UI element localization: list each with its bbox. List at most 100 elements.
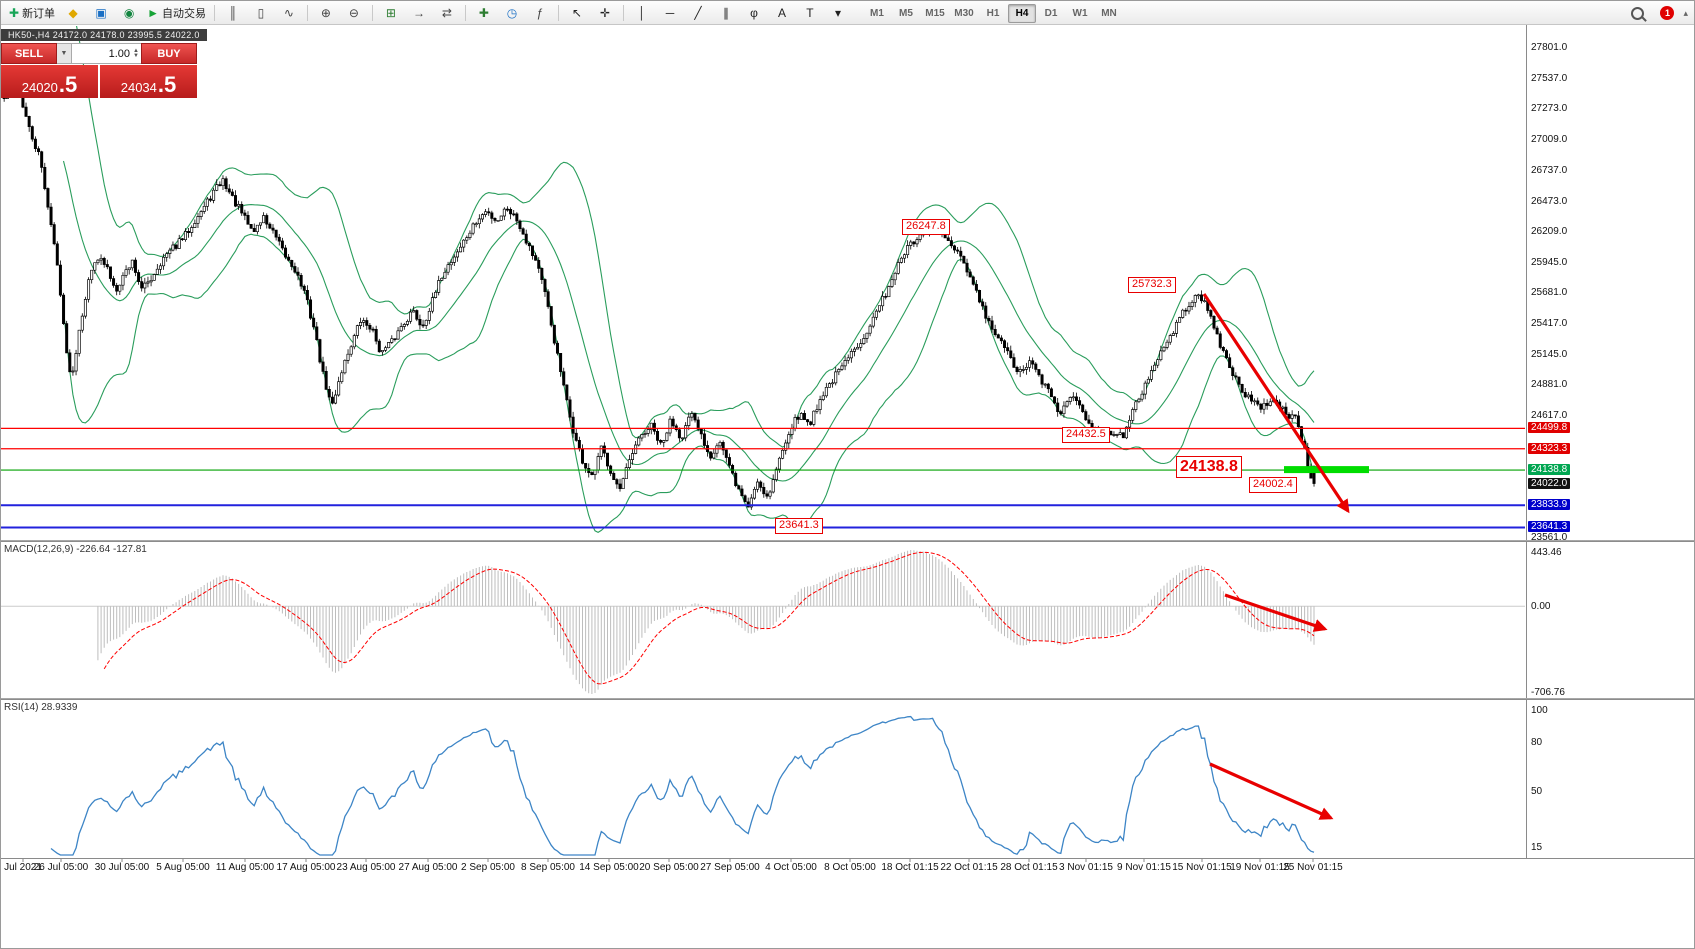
trendline-icon: ╱ [694,5,702,20]
volume-down-button[interactable]: ▼ [133,52,139,59]
cursor-icon: ↖ [571,5,582,20]
price-axis-label: 25945.0 [1531,257,1568,268]
vertical-line-button[interactable]: │ [629,2,655,23]
time-axis-label: 17 Aug 05:00 [276,862,336,873]
order-controls-row: SELL ▼ 1.00 ▲ ▼ BUY [1,43,197,64]
price-axis-label: 80 [1531,737,1543,748]
time-axis-label: 18 Oct 01:15 [881,862,939,873]
price-axis-label: 26737.0 [1531,165,1568,176]
price-axis-label: 26473.0 [1531,196,1568,207]
time-axis-label: 27 Aug 05:00 [398,862,458,873]
data-window-icon: ◉ [123,5,135,20]
horizontal-line-icon: ─ [665,5,675,20]
macd-indicator-values: -226.64 -127.81 [76,544,147,555]
crosshair-button[interactable]: ✛ [592,2,618,23]
market-watch-button[interactable]: ▣ [88,2,114,23]
bid-price-big-digit: .5 [58,72,78,98]
notification-badge[interactable]: 1 [1660,6,1675,20]
order-prices-row: 24020.5 24034.5 [1,65,197,98]
timeframe-h4[interactable]: H4 [1008,4,1036,23]
autotrade-icon: ► [147,5,159,20]
text-button[interactable]: A [769,2,795,23]
bid-price-button[interactable]: 24020.5 [1,65,98,98]
price-flag-label[interactable]: 25732.3 [1128,277,1176,293]
chart-shift-icon: ⇄ [441,5,452,20]
chart-shift-button[interactable]: ⇄ [434,2,460,23]
channel-button[interactable]: ∥ [713,2,739,23]
candle-chart-button[interactable]: ▯ [248,2,274,23]
tile-windows-button[interactable]: ⊞ [378,2,404,23]
vertical-line-icon: │ [638,5,646,20]
time-axis-label: 8 Sep 05:00 [521,862,575,873]
bar-chart-icon: ║ [228,5,238,20]
timeframe-h1[interactable]: H1 [986,8,1000,19]
toolbar-separator [557,4,559,21]
time-axis-label: 23 Aug 05:00 [336,862,396,873]
price-flag-label[interactable]: 23641.3 [775,518,823,534]
indicators-button[interactable]: ƒ [527,2,553,23]
price-flag-label[interactable]: 24138.8 [1176,456,1242,478]
bid-price-main: 24020 [21,79,58,95]
text-icon: A [777,5,786,20]
price-axis-label: 25417.0 [1531,318,1568,329]
zoom-in-button[interactable]: ⊕ [313,2,339,23]
ask-price-button[interactable]: 24034.5 [100,65,197,98]
data-window-button[interactable]: ◉ [116,2,142,23]
periods-button[interactable]: ◷ [499,2,525,23]
time-axis-label: 11 Aug 05:00 [215,862,275,873]
auto-scroll-button[interactable]: → [406,2,432,23]
search-button[interactable] [1624,3,1650,24]
price-flag-label[interactable]: 24002.4 [1249,477,1297,493]
timeframe-m15[interactable]: M15 [925,8,945,19]
zoom-out-button[interactable]: ⊖ [341,2,367,23]
timeframe-m5[interactable]: M5 [899,8,913,19]
indicators-icon: ƒ [536,5,544,20]
autotrade-button[interactable]: ► 自动交易 [144,2,209,23]
timeframe-mn[interactable]: MN [1101,8,1117,19]
bar-chart-button[interactable]: ║ [220,2,246,23]
cursor-button[interactable]: ↖ [564,2,590,23]
buy-button[interactable]: BUY [141,43,197,64]
line-chart-button[interactable]: ∿ [276,2,302,23]
fibonacci-button[interactable]: φ [741,2,767,23]
panel-splitter-macd[interactable] [1,540,1694,542]
toolbar-collapse-icon[interactable]: ▴ [1683,7,1688,18]
search-icon [1630,6,1644,20]
toolbar-right: 1 ▴ [1623,3,1688,23]
volume-input[interactable]: 1.00 ▲ ▼ [72,43,141,64]
time-axis-label: 8 Oct 05:00 [824,862,876,873]
time-axis-label: 3 Nov 01:15 [1059,862,1113,873]
new-order-button[interactable]: ✚ 新订单 [6,2,58,23]
horizontal-line-button[interactable]: ─ [657,2,683,23]
price-axis-label: 50 [1531,786,1543,797]
charts-menu-icon: ◆ [68,5,78,20]
shapes-dropdown-button[interactable]: ▾ [825,2,851,23]
timeframe-w1[interactable]: W1 [1072,8,1088,19]
price-flag-label[interactable]: 26247.8 [902,219,950,235]
one-click-trading-panel: SELL ▼ 1.00 ▲ ▼ BUY 24020.5 24034.5 [1,43,197,98]
new-order-icon: ✚ [9,5,20,20]
market-watch-icon: ▣ [95,5,107,20]
panel-splitter-rsi[interactable] [1,698,1694,700]
text-label-button[interactable]: T [797,2,823,23]
sell-button[interactable]: SELL [1,43,57,64]
timeframe-d1[interactable]: D1 [1044,8,1058,19]
volume-up-button[interactable]: ▲ [133,47,139,54]
timeframe-m30[interactable]: M30 [954,8,974,19]
price-axis-label: 15 [1531,842,1543,853]
timeframe-m1[interactable]: M1 [870,8,884,19]
text-label-icon: T [806,5,814,20]
toolbar-separator [622,4,624,21]
order-options-dropdown[interactable]: ▼ [57,43,72,64]
price-axis-label: 443.46 [1531,547,1562,558]
price-axis-label: 0.00 [1531,601,1551,612]
price-flag-label[interactable]: 24432.5 [1062,427,1110,443]
time-axis-label: 22 Oct 01:15 [940,862,998,873]
charts-menu-button[interactable]: ◆ [60,2,86,23]
fibonacci-icon: φ [750,5,758,20]
new-chart-button[interactable]: ✚ [471,2,497,23]
time-axis-border [1,858,1694,859]
trendline-button[interactable]: ╱ [685,2,711,23]
macd-indicator-label: MACD(12,26,9) -226.64 -127.81 [4,544,147,555]
